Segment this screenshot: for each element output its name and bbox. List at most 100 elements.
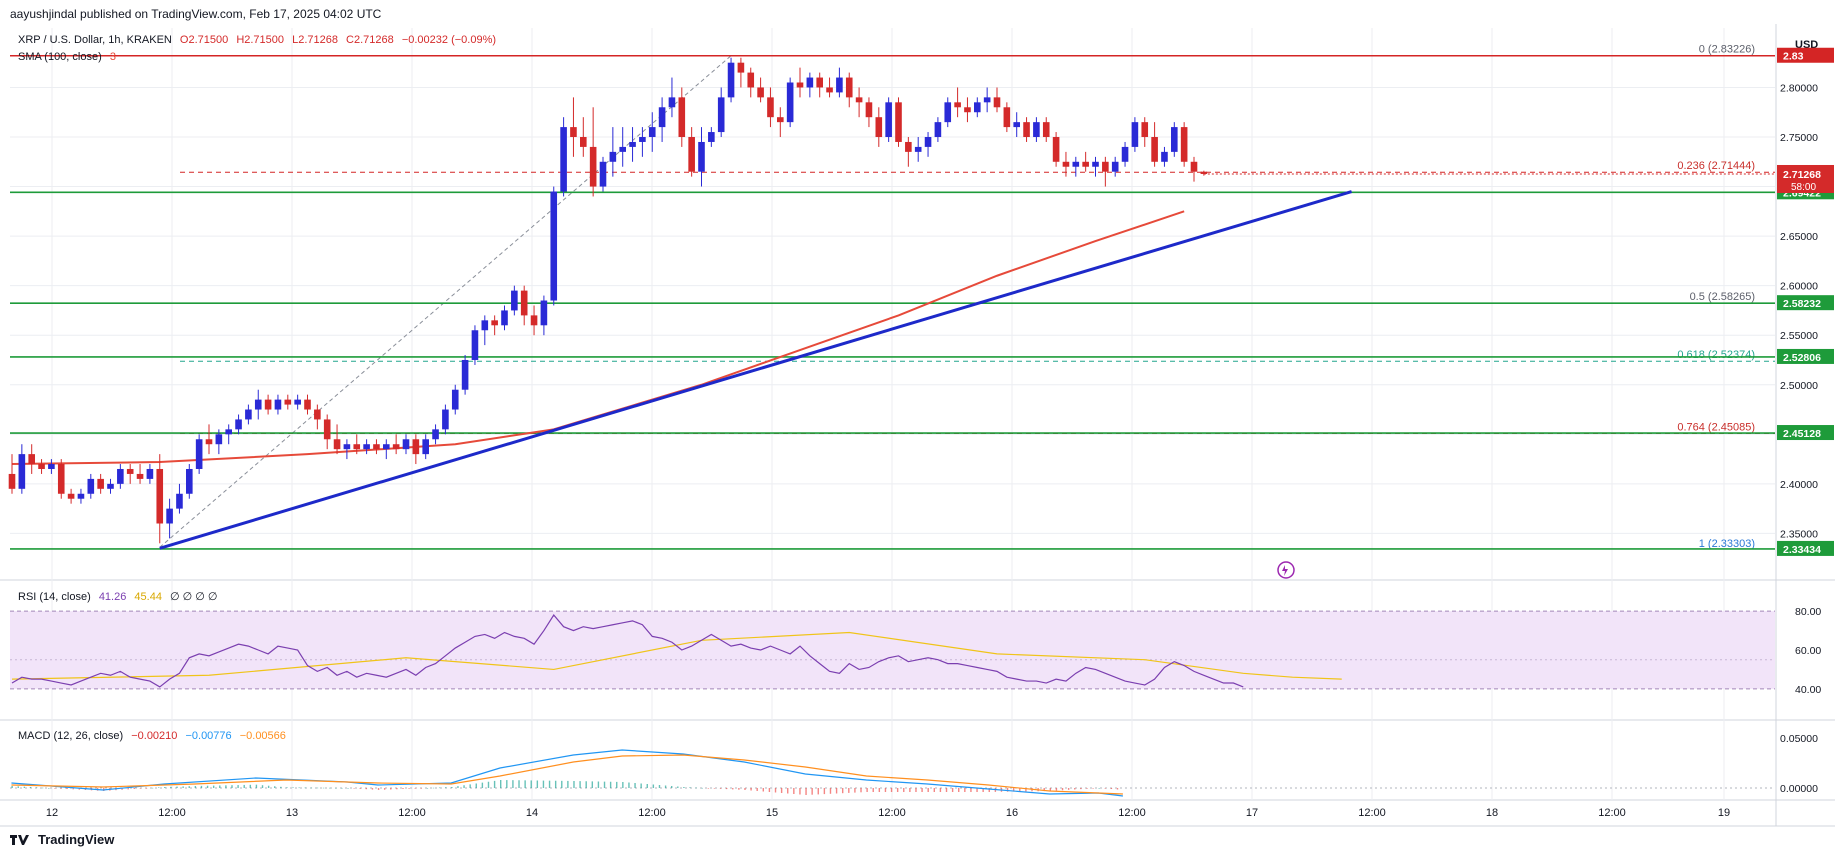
macd-histogram-bar xyxy=(1098,788,1100,789)
candle-body xyxy=(451,389,459,410)
candle-body xyxy=(461,359,469,390)
macd-histogram-bar xyxy=(970,788,972,792)
candle-body xyxy=(727,62,735,98)
candle-body xyxy=(993,97,1001,108)
candle-body xyxy=(540,300,548,326)
macd-histogram-bar xyxy=(48,788,50,789)
macd-histogram-bar xyxy=(664,785,667,788)
candle-body xyxy=(855,97,863,103)
candle-body xyxy=(412,439,420,455)
candle-body xyxy=(816,77,823,88)
macd-histogram-bar xyxy=(78,788,81,790)
rsi-line xyxy=(11,614,1244,688)
macd-histogram-bar xyxy=(243,784,245,788)
candle-body xyxy=(1023,122,1030,138)
rsi-tick-label: 80.00 xyxy=(1795,606,1821,618)
candle-body xyxy=(117,468,124,484)
candle-body xyxy=(422,439,429,455)
macd-histogram-bar xyxy=(457,786,459,788)
macd-histogram-bar xyxy=(964,788,966,792)
x-tick-label: 14 xyxy=(526,807,538,819)
macd-histogram-bar xyxy=(164,787,166,788)
candle-body xyxy=(38,464,45,469)
candle-body xyxy=(658,107,666,128)
candle-body xyxy=(442,409,449,430)
macd-histogram-bar xyxy=(1019,788,1021,792)
y-tick-label: 2.60000 xyxy=(1780,281,1818,293)
candle-body xyxy=(1121,146,1129,162)
rsi-band xyxy=(10,611,1775,689)
macd-histogram-bar xyxy=(1012,788,1015,792)
candle-body xyxy=(1052,137,1060,162)
sma-label[interactable]: SMA (100, close) xyxy=(18,51,102,63)
rsi-label[interactable]: RSI (14, close) xyxy=(18,591,91,603)
macd-histogram-bar xyxy=(329,787,331,789)
macd-histogram-bar xyxy=(713,788,716,789)
x-tick-label: 12:00 xyxy=(1358,807,1386,819)
candle-body xyxy=(284,399,292,405)
candle-body xyxy=(294,399,301,405)
macd-histogram-bar xyxy=(426,788,429,789)
candle-body xyxy=(235,419,242,430)
candle-body xyxy=(166,508,173,524)
candle-body xyxy=(717,97,725,133)
y-tick-label: 2.55000 xyxy=(1780,330,1818,342)
macd-histogram-bar xyxy=(774,788,777,793)
macd-label[interactable]: MACD (12, 26, close) xyxy=(18,730,124,742)
rsi-value: 41.26 xyxy=(98,591,127,603)
macd-histogram-bar xyxy=(652,784,655,788)
macd-histogram-bar xyxy=(512,780,514,788)
candle-body xyxy=(934,122,942,138)
candle-body xyxy=(885,102,892,138)
macd-line xyxy=(11,749,1123,797)
candle-body xyxy=(678,97,686,138)
candle-body xyxy=(806,77,814,88)
macd-histogram-bar xyxy=(280,786,282,788)
candle-body xyxy=(1092,161,1099,167)
macd-legend: MACD (12, 26, close) −0.00210 −0.00776 −… xyxy=(18,730,291,742)
rsi-extras: ∅ ∅ ∅ ∅ xyxy=(170,591,218,603)
macd-histogram-bar xyxy=(182,786,184,788)
tradingview-footer[interactable]: TradingView xyxy=(10,832,114,847)
macd-hist-value: −0.00210 xyxy=(131,730,178,742)
candle-body xyxy=(1082,161,1089,167)
macd-histogram-bar xyxy=(677,786,679,788)
trendline xyxy=(159,190,1353,550)
macd-histogram-bar xyxy=(54,788,56,789)
candle-body xyxy=(373,444,380,450)
candle-body xyxy=(964,107,971,113)
macd-histogram-bar xyxy=(811,788,813,795)
candle-body xyxy=(580,137,587,147)
candle-body xyxy=(176,493,183,509)
candle-body xyxy=(136,473,144,479)
macd-histogram-bar xyxy=(567,780,569,788)
fib-level-label: 0.236 (2.71444) xyxy=(1677,160,1755,172)
candle-body xyxy=(195,439,203,469)
legend-open: O2.71500 xyxy=(179,34,229,46)
legend-symbol[interactable]: XRP / U.S. Dollar, 1h, KRAKEN xyxy=(18,34,172,46)
macd-histogram-bar xyxy=(524,780,526,788)
macd-histogram-bar xyxy=(322,787,325,789)
macd-histogram-bar xyxy=(390,788,392,790)
macd-histogram-bar xyxy=(341,787,343,789)
macd-histogram-bar xyxy=(347,788,349,789)
macd-histogram-bar xyxy=(927,788,929,792)
candle-body xyxy=(402,439,410,450)
candle-body xyxy=(77,493,85,499)
macd-histogram-bar xyxy=(872,788,874,792)
macd-histogram-bar xyxy=(286,787,288,788)
candle-body xyxy=(944,102,952,123)
macd-histogram-bar xyxy=(548,780,551,788)
candle-body xyxy=(698,141,705,172)
macd-histogram-bar xyxy=(60,788,62,789)
macd-histogram-bar xyxy=(408,788,410,789)
macd-histogram-bar xyxy=(1043,788,1045,792)
macd-histogram-bar xyxy=(335,787,337,789)
candle-body xyxy=(757,87,764,98)
macd-histogram-bar xyxy=(1110,788,1113,789)
legend-close: C2.71268 xyxy=(346,34,394,46)
macd-histogram-bar xyxy=(481,782,484,788)
macd-histogram-bar xyxy=(1006,788,1009,792)
sma-value: 3 xyxy=(109,51,116,63)
